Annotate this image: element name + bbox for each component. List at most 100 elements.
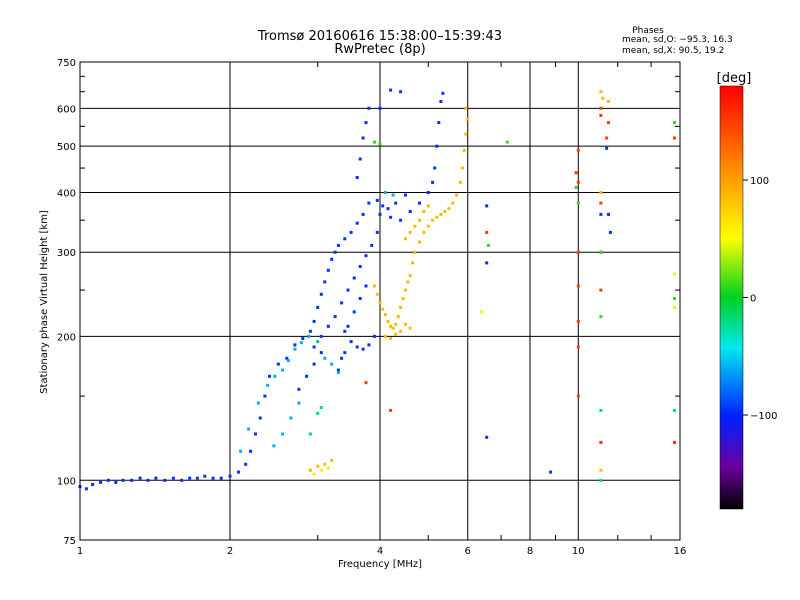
data-point	[574, 171, 578, 175]
data-point	[441, 91, 445, 95]
data-point	[263, 394, 267, 398]
data-point	[607, 121, 610, 125]
data-point	[237, 470, 240, 474]
data-point	[599, 191, 603, 194]
data-point	[485, 435, 489, 439]
data-point	[599, 288, 603, 292]
data-point	[281, 368, 285, 372]
data-point	[343, 329, 347, 333]
data-point	[422, 210, 426, 213]
data-point	[373, 140, 376, 144]
data-point	[576, 201, 580, 205]
data-point	[396, 315, 400, 319]
x-tick-label: 16	[674, 546, 687, 557]
data-point	[305, 374, 309, 378]
data-point	[391, 326, 395, 330]
data-point	[346, 324, 350, 328]
data-point	[378, 301, 382, 305]
data-point	[326, 268, 330, 272]
data-point	[312, 345, 316, 349]
data-point	[607, 100, 610, 103]
data-point	[486, 243, 490, 247]
data-point	[439, 100, 443, 103]
data-point	[138, 476, 142, 480]
data-point	[375, 292, 379, 296]
data-point	[464, 132, 468, 136]
data-point	[373, 334, 376, 338]
data-point	[574, 185, 578, 189]
data-point	[426, 191, 430, 194]
data-point	[355, 345, 359, 349]
data-point	[673, 272, 676, 276]
data-point	[458, 180, 462, 184]
data-point	[399, 218, 403, 222]
data-point	[373, 284, 376, 288]
data-point	[272, 444, 276, 448]
data-point	[378, 142, 382, 146]
data-point	[84, 487, 88, 491]
data-point	[330, 257, 334, 261]
data-point	[599, 250, 603, 254]
data-point	[308, 468, 312, 472]
data-point	[599, 408, 603, 412]
data-point	[408, 230, 412, 234]
data-point	[308, 329, 312, 333]
data-point	[433, 166, 437, 170]
y-tick-label: 75	[63, 536, 76, 547]
data-point	[383, 334, 387, 338]
data-point	[308, 432, 312, 436]
data-point	[418, 240, 421, 244]
data-point	[426, 204, 430, 208]
data-point	[333, 250, 337, 254]
data-point	[247, 427, 251, 431]
data-point	[576, 180, 580, 184]
data-point	[599, 440, 603, 444]
data-point	[447, 207, 451, 211]
data-point	[364, 254, 368, 258]
data-point	[673, 408, 676, 412]
data-point	[435, 144, 439, 148]
data-point	[404, 322, 407, 326]
stats-heading: Phases	[632, 26, 664, 36]
data-point	[408, 274, 412, 278]
data-point	[276, 362, 280, 366]
data-point	[451, 201, 455, 205]
stats-line-o: mean, sd,O: −95.3, 16.3	[622, 35, 733, 45]
data-point	[343, 351, 347, 355]
x-tick-label: 1	[77, 546, 83, 557]
data-point	[364, 381, 368, 385]
data-point	[431, 180, 435, 184]
data-point	[460, 166, 464, 170]
data-point	[289, 416, 293, 420]
data-point	[316, 411, 320, 415]
data-point	[163, 478, 167, 482]
data-point	[404, 193, 407, 197]
data-point	[599, 478, 603, 482]
data-point	[404, 288, 407, 292]
data-point	[426, 224, 430, 228]
data-point	[99, 480, 103, 484]
data-point	[319, 334, 323, 338]
data-point	[323, 462, 327, 466]
data-point	[219, 476, 223, 480]
data-point	[316, 464, 320, 468]
data-point	[673, 440, 676, 444]
data-point	[389, 215, 393, 219]
data-points	[78, 88, 676, 491]
data-point	[391, 193, 395, 197]
x-tick-label: 10	[572, 546, 585, 557]
plot-frame	[79, 61, 681, 541]
data-point	[333, 315, 337, 319]
chart-subtitle: RwPretec (8p)	[334, 42, 425, 57]
data-point	[599, 468, 603, 472]
data-point	[349, 340, 353, 344]
data-point	[383, 191, 387, 194]
data-point	[364, 121, 368, 125]
data-point	[336, 371, 340, 375]
y-tick-label: 100	[57, 476, 76, 487]
data-point	[340, 301, 344, 305]
data-point	[601, 96, 605, 100]
colorbar	[719, 85, 744, 510]
data-point	[401, 297, 405, 300]
data-point	[323, 356, 327, 360]
